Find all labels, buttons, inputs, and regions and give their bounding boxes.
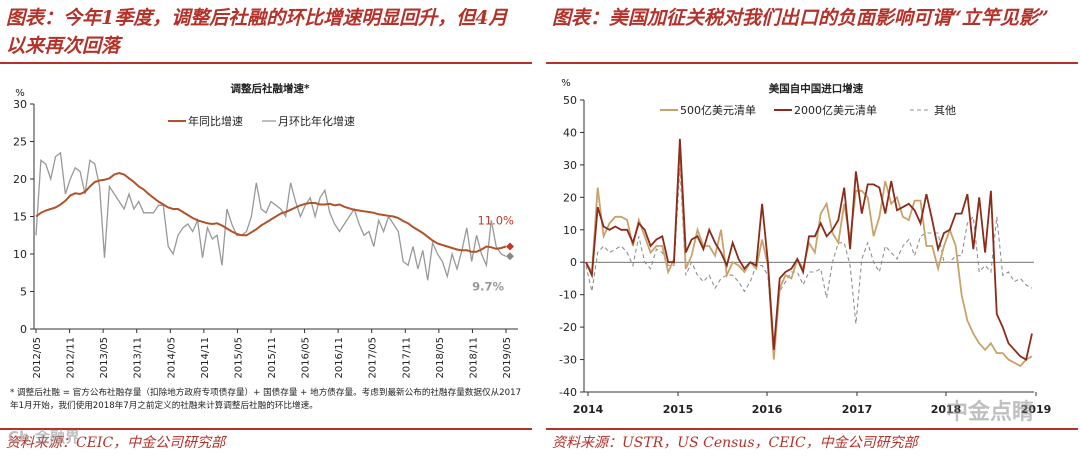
left-heading: 图表：今年1季度，调整后社融的环比增速明显回升，但4月以来再次回落 (6, 7, 508, 57)
left-x-tick-label: 2016/11 (334, 337, 345, 379)
right-chart-title: 美国自中国进口增速 (769, 82, 864, 95)
right-title-rule (546, 62, 1078, 64)
left-x-tick-label: 2017/05 (368, 337, 379, 379)
right-y-tick-label: -10 (559, 289, 577, 302)
right-y-unit: % (561, 78, 571, 89)
right-panel: 图表：美国加征关税对我们出口的负面影响可谓“立竿见影” 美国自中国进口增速% -4… (546, 0, 1080, 456)
right-y-tick-label: -20 (559, 321, 577, 334)
left-series-mom-line (35, 151, 507, 281)
left-legend-label-mom: 月环比年化增速 (278, 114, 355, 128)
left-panel: 图表：今年1季度，调整后社融的环比增速明显回升，但4月以来再次回落 调整后社融增… (0, 0, 534, 456)
left-y-tick-label: 20 (13, 173, 27, 186)
right-x-tick-label: 2019 (1021, 403, 1052, 416)
left-source: 资料来源：CEIC，中金公司研究部 (6, 435, 226, 451)
left-x-tick-label: 2013/05 (99, 337, 110, 379)
left-y-tick-label: 0 (20, 323, 27, 336)
right-series-500-line (585, 145, 1033, 368)
left-legend-label-yoy: 年同比增速 (188, 114, 243, 128)
left-x-tick-label: 2015/05 (233, 337, 244, 379)
left-series-yoy-line (35, 171, 507, 253)
left-yoy-end-label: 11.0% (477, 214, 514, 228)
left-watermark: Ch 金融界 (8, 428, 80, 446)
right-watermark: 中金点睛 (946, 400, 1035, 425)
left-x-tick-label: 2014/11 (200, 337, 211, 379)
left-x-tick-label: 2016/05 (301, 337, 312, 379)
left-y-tick-label: 10 (13, 248, 27, 261)
right-x-tick-label: 2014 (573, 403, 604, 416)
left-y-unit: % (15, 88, 25, 99)
right-y-tick-label: 10 (563, 224, 577, 237)
left-title-rule (0, 62, 532, 64)
left-y-tick-label: 30 (13, 98, 27, 111)
left-x-tick-label: 2014/05 (166, 337, 177, 379)
left-x-tick-label: 2017/11 (401, 337, 412, 379)
right-y-tick-label: 50 (563, 94, 577, 107)
left-x-tick-label: 2013/11 (133, 337, 144, 379)
right-x-tick-label: 2016 (752, 403, 783, 416)
left-mom-end-label: 9.7% (472, 279, 504, 293)
right-source: 资料来源：USTR，US Census，CEIC，中金公司研究部 (552, 435, 918, 451)
left-x-tick-label: 2015/11 (267, 337, 278, 379)
right-legend-label-other: 其他 (934, 104, 956, 117)
left-mom-end-marker (506, 252, 514, 261)
left-x-tick-label: 2012/11 (66, 337, 77, 379)
left-x-tick-label: 2012/05 (32, 337, 43, 379)
left-source-rule (0, 428, 532, 430)
right-y-tick-label: 30 (563, 159, 577, 172)
right-legend-label-500: 500亿美元清单 (680, 104, 756, 117)
right-chart: 美国自中国进口增速% -40 -30 -20 -10 0 10 20 30 40 50 2014 201… (559, 78, 1052, 416)
right-x-tick-label: 2015 (663, 403, 694, 416)
left-x-tick-label: 2019/05 (502, 337, 513, 379)
right-y-tick-label: -40 (559, 386, 577, 399)
left-y-tick-label: 5 (20, 286, 27, 299)
right-y-tick-label: 0 (570, 256, 577, 269)
right-legend: 500亿美元清单 2000亿美元清单 其他 (660, 104, 956, 117)
left-y-tick-label: 25 (13, 136, 27, 149)
left-yoy-end-marker (506, 242, 514, 251)
left-x-tick-label: 2018/11 (468, 337, 479, 379)
right-y-tick-label: 20 (563, 191, 577, 204)
right-x-tick-label: 2017 (842, 403, 873, 416)
right-heading: 图表：美国加征关税对我们出口的负面影响可谓“立竿见影” (552, 7, 1049, 29)
right-source-rule (546, 428, 1078, 430)
left-footnote: * 调整后社融 = 官方公布社融存量（扣除地方政府专项债存量）+ 国债存量 + … (10, 388, 522, 411)
left-x-tick-label: 2018/05 (435, 337, 446, 379)
right-legend-label-2000: 2000亿美元清单 (794, 104, 877, 117)
right-x-tick-label: 2018 (931, 403, 962, 416)
right-series-2000-line (585, 138, 1033, 361)
right-y-tick-label: 40 (563, 126, 577, 139)
left-legend: 年同比增速 月环比年化增速 (168, 114, 355, 128)
left-chart: 调整后社融增速*% 0 5 10 15 20 25 30 2012/05 2012/11 2013/… (13, 82, 518, 379)
left-chart-title: 调整后社融增速* (231, 82, 310, 95)
left-y-tick-label: 15 (13, 211, 27, 224)
right-y-tick-label: -30 (559, 354, 577, 367)
